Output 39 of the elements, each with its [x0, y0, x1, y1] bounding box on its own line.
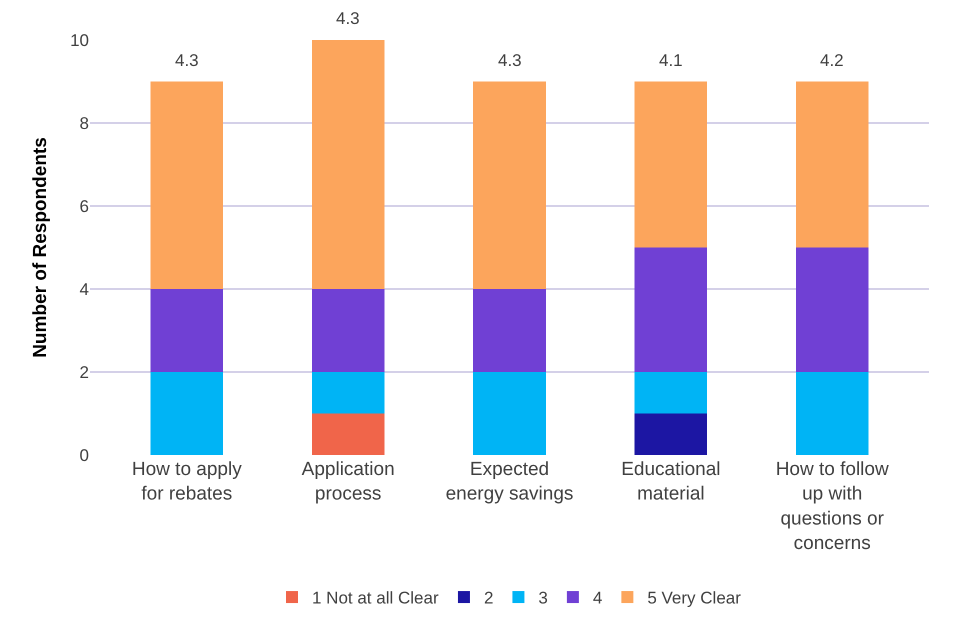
bar — [312, 289, 384, 372]
legend-label: 5 Very Clear — [647, 588, 742, 608]
y-tick-label: 0 — [80, 446, 89, 465]
bar — [150, 289, 224, 372]
legend-label: 2 — [484, 588, 494, 608]
y-tick-label: 10 — [70, 30, 89, 50]
x-tick-label: Educational material — [621, 459, 720, 505]
x-tick-label: Application process — [302, 459, 395, 505]
annotation: 4.1 — [659, 51, 683, 70]
bar — [634, 372, 708, 414]
bar — [796, 82, 868, 248]
annotation: 4.3 — [175, 51, 199, 70]
y-tick-label: 4 — [80, 280, 89, 299]
bar — [312, 414, 384, 455]
bar — [312, 372, 384, 414]
x-tick-label: How to follow up with questions or concerns — [776, 459, 889, 554]
y-tick-label: 6 — [80, 196, 89, 216]
legend-label: 4 — [592, 588, 602, 608]
bar — [634, 248, 708, 372]
legend-label: 1 Not at all Clear — [312, 588, 439, 608]
bar — [634, 82, 708, 248]
bar — [796, 248, 868, 372]
bar — [150, 82, 224, 289]
legend-label: 3 — [538, 588, 548, 608]
bar — [473, 82, 546, 289]
x-tick-label: Expected energy savings — [446, 459, 574, 505]
x-tick-label: How to apply for rebates — [132, 459, 242, 505]
annotation: 4.3 — [498, 51, 522, 70]
bar — [634, 414, 708, 455]
bar — [150, 372, 224, 455]
y-axis-title: Number of Respondents — [30, 137, 51, 358]
y-tick-label: 2 — [80, 362, 89, 382]
bar — [312, 40, 384, 289]
bar — [796, 372, 868, 455]
annotation: 4.2 — [820, 51, 844, 70]
y-tick-label: 8 — [80, 114, 89, 133]
annotation: 4.3 — [336, 9, 360, 28]
bar — [473, 289, 546, 372]
bar — [473, 372, 546, 455]
